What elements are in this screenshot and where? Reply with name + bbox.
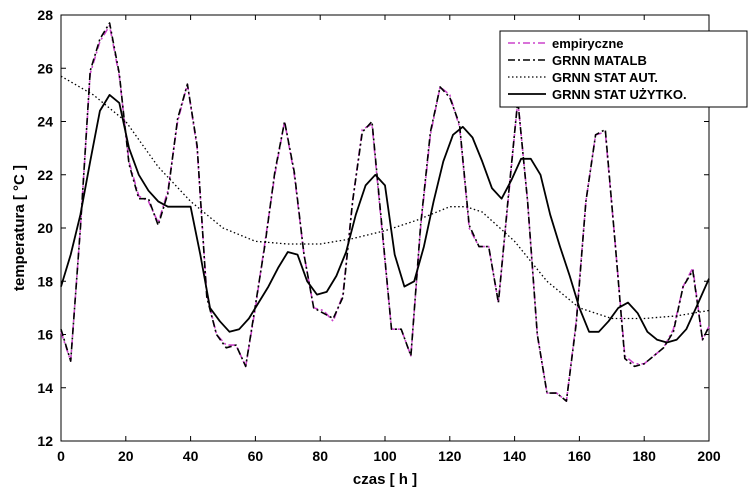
x-tick-label: 100: [373, 448, 397, 464]
y-tick-label: 22: [37, 167, 53, 183]
x-tick-label: 20: [118, 448, 134, 464]
y-tick-label: 28: [37, 7, 53, 23]
x-tick-label: 140: [503, 448, 527, 464]
series-layer: [60, 22, 710, 402]
y-axis-ticks: 12 14 16 18 20 22 24 26 28: [37, 7, 709, 449]
legend: empiryczne GRNN MATALB GRNN STAT AUT. GRNN …: [499, 30, 748, 108]
y-tick-label: 14: [37, 380, 53, 396]
x-tick-label: 80: [312, 448, 328, 464]
x-axis-ticks: 0 20 40 60 80 100 120 140 160 180 200: [57, 15, 721, 464]
x-tick-label: 180: [633, 448, 657, 464]
x-tick-label: 160: [568, 448, 592, 464]
legend-entry: GRNN MATALB: [552, 53, 647, 68]
y-axis-label: temperatura [ °C ]: [11, 165, 28, 291]
legend-entry: GRNN STAT UŻYTKO.: [552, 87, 687, 102]
y-tick-label: 24: [37, 114, 53, 130]
y-tick-label: 18: [37, 273, 53, 289]
x-tick-label: 60: [248, 448, 264, 464]
series-line-4: [60, 94, 710, 344]
x-tick-label: 0: [57, 448, 65, 464]
y-tick-label: 12: [37, 433, 53, 449]
x-axis-label: czas [ h ]: [353, 471, 417, 488]
x-tick-label: 200: [697, 448, 721, 464]
x-tick-label: 40: [183, 448, 199, 464]
y-tick-label: 26: [37, 60, 53, 76]
legend-entry: GRNN STAT AUT.: [552, 70, 658, 85]
legend-entry: empiryczne: [552, 36, 624, 51]
y-tick-label: 20: [37, 220, 53, 236]
y-tick-label: 16: [37, 327, 53, 343]
x-tick-label: 120: [438, 448, 462, 464]
